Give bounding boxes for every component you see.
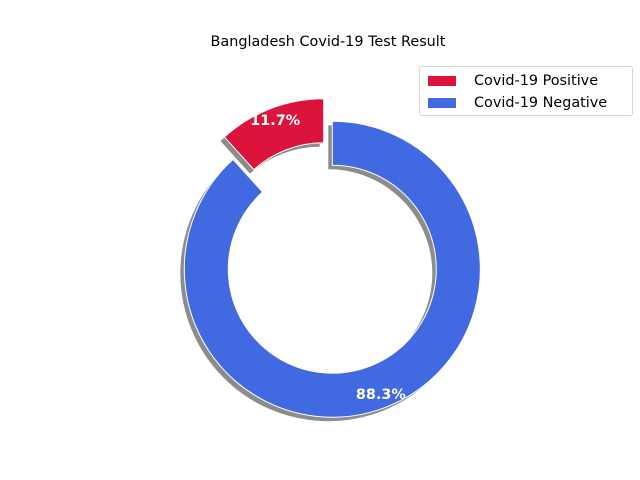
slices [183, 98, 481, 418]
slice-label-negative: 88.3% [356, 387, 406, 403]
legend-swatch-positive [428, 76, 456, 86]
slice-labels: 11.7% 88.3% [250, 113, 406, 403]
legend: Covid-19 Positive Covid-19 Negative [419, 66, 633, 116]
legend-swatch-negative [428, 98, 456, 108]
legend-item-positive: Covid-19 Positive [428, 72, 598, 90]
slice-negative [183, 120, 481, 418]
legend-label-positive: Covid-19 Positive [474, 73, 599, 89]
chart-title: Bangladesh Covid-19 Test Result [210, 34, 446, 50]
legend-item-negative: Covid-19 Negative [428, 94, 607, 112]
legend-label-negative: Covid-19 Negative [474, 95, 608, 111]
slice-label-positive: 11.7% [250, 113, 300, 129]
slice-positive [223, 98, 325, 171]
